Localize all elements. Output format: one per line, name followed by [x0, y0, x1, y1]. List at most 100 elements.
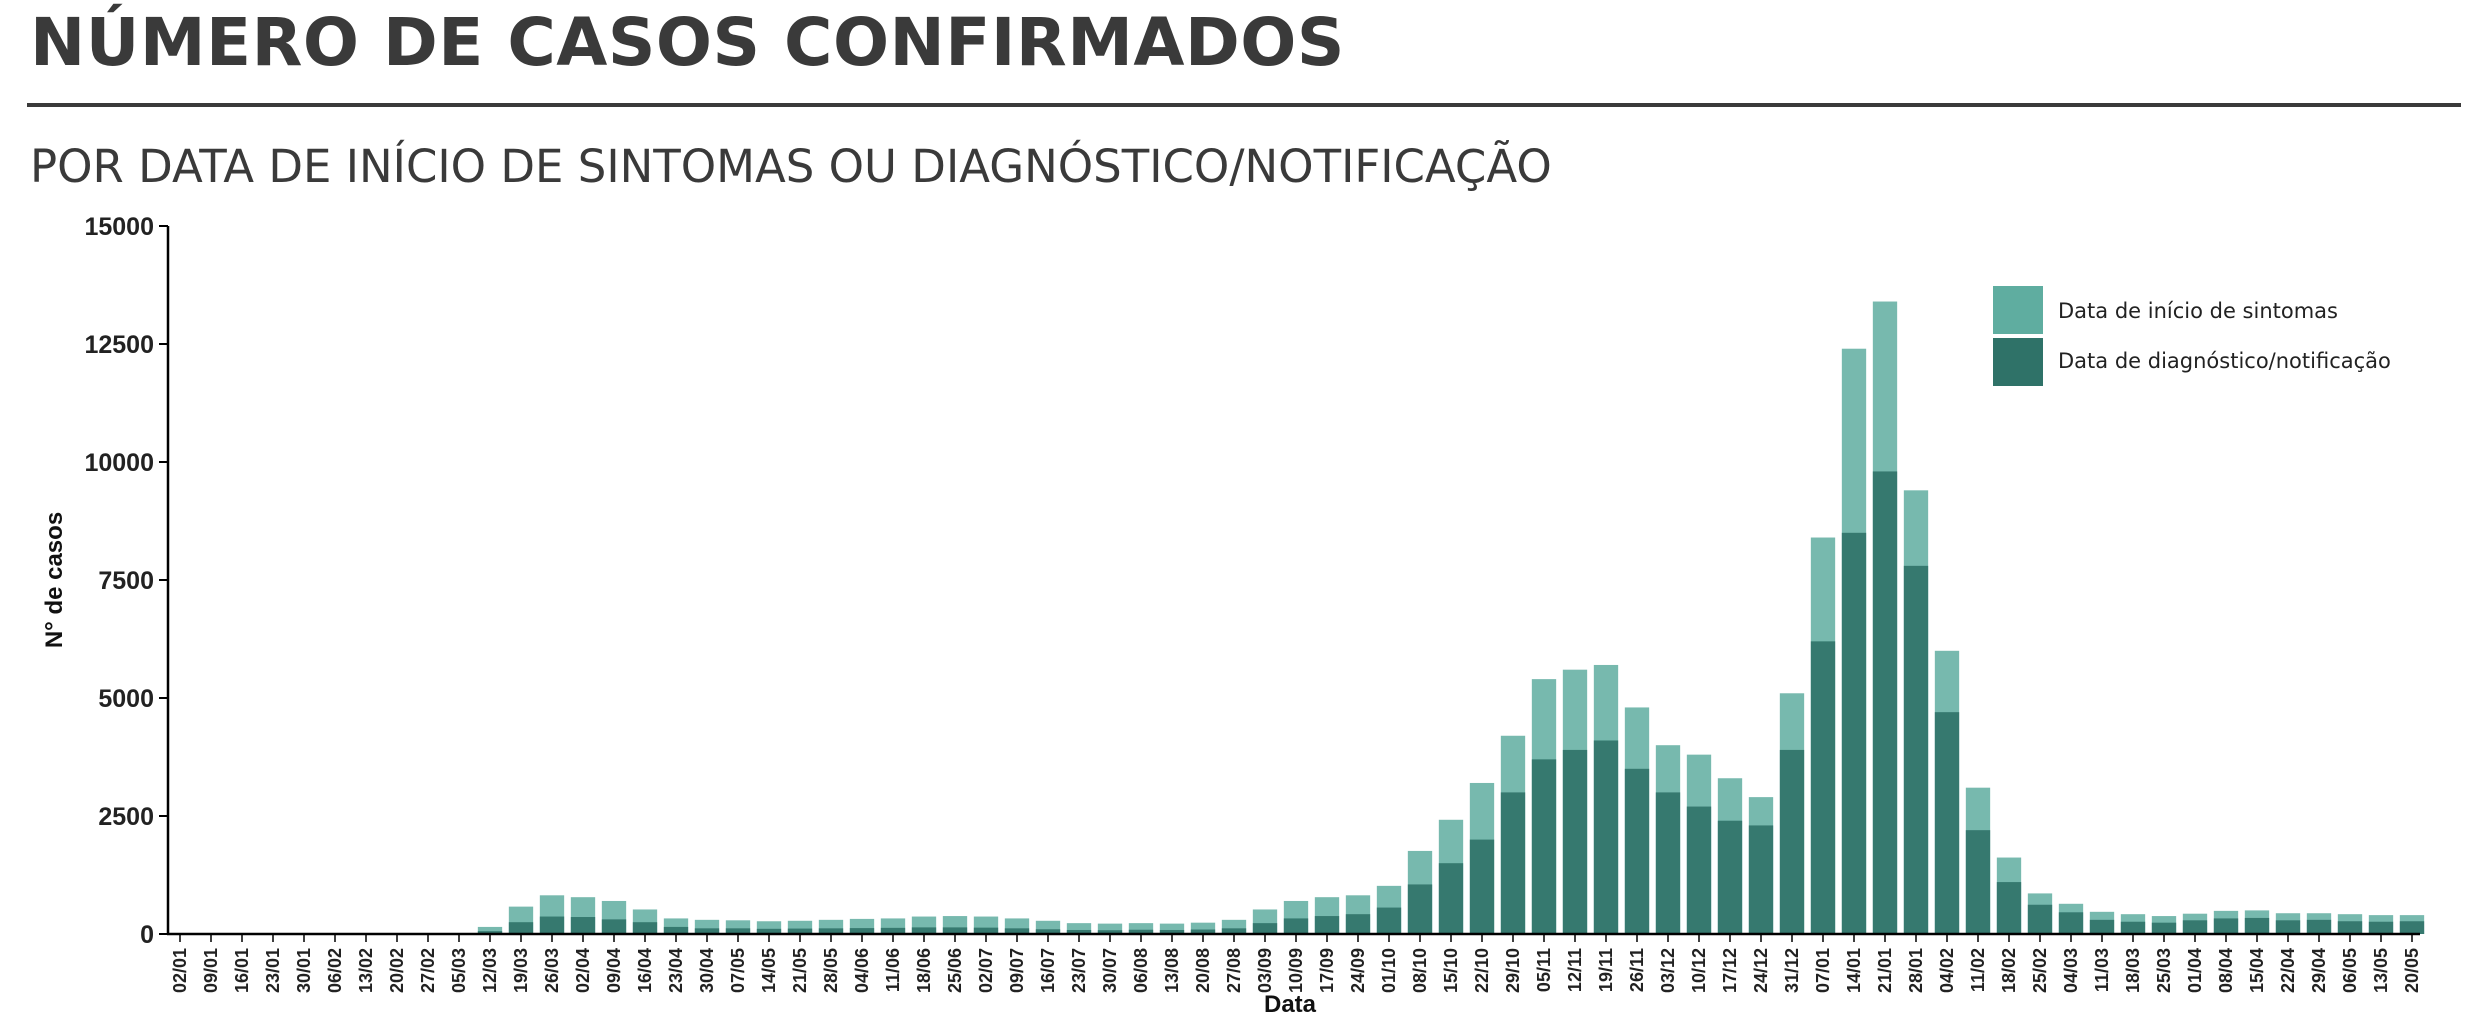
x-tick-label-22: 04/06 [852, 948, 872, 993]
x-tick-label-15: 16/04 [635, 948, 655, 993]
bar-diagnostico-70 [2337, 921, 2363, 934]
legend-label-sintomas: Data de início de sintomas [2058, 299, 2338, 323]
bar-diagnostico-53 [1810, 641, 1836, 934]
bar-diagnostico-18 [725, 928, 751, 934]
x-tick-label-21: 28/05 [821, 948, 841, 993]
x-tick-label-16: 23/04 [666, 948, 686, 993]
y-axis-title: N° de casos [41, 512, 68, 648]
x-tick-label-38: 24/09 [1348, 948, 1368, 993]
bar-diagnostico-34 [1221, 928, 1247, 934]
x-tick-label-49: 10/12 [1689, 948, 1709, 993]
x-tick-label-26: 02/07 [976, 948, 996, 993]
bar-sintomas-29 [1066, 923, 1092, 934]
x-tick-label-12: 26/03 [542, 948, 562, 993]
bar-diagnostico-41 [1438, 863, 1464, 934]
x-tick-label-11: 19/03 [511, 948, 531, 993]
bar-sintomas-10 [477, 926, 503, 934]
x-tick-label-25: 25/06 [945, 948, 965, 993]
bar-diagnostico-37 [1314, 916, 1340, 934]
bar-diagnostico-19 [756, 928, 782, 934]
bar-diagnostico-64 [2151, 922, 2177, 934]
legend-label-diagnostico: Data de diagnóstico/notificação [2058, 349, 2391, 373]
bar-diagnostico-42 [1469, 839, 1495, 934]
x-tick-label-47: 26/11 [1627, 948, 1647, 992]
x-tick-label-55: 21/01 [1875, 948, 1895, 993]
y-tick-label-1: 2500 [98, 803, 154, 831]
bar-diagnostico-36 [1283, 918, 1309, 934]
bar-sintomas-30 [1097, 923, 1123, 934]
bar-diagnostico-23 [880, 927, 906, 934]
x-tick-label-10: 12/03 [480, 948, 500, 993]
page-title: NÚMERO DE CASOS CONFIRMADOS [30, 4, 1345, 81]
bar-diagnostico-13 [570, 917, 596, 934]
bar-diagnostico-66 [2213, 918, 2239, 934]
x-tick-label-17: 30/04 [697, 948, 717, 993]
x-tick-label-70: 06/05 [2340, 948, 2360, 993]
y-tick-label-5: 12500 [84, 331, 154, 359]
chart-legend: Data de início de sintomas Data de diagn… [1993, 286, 2391, 386]
x-tick-label-33: 20/08 [1193, 948, 1213, 993]
bar-diagnostico-31 [1128, 929, 1154, 934]
x-tick-label-7: 20/02 [387, 948, 407, 993]
x-tick-label-8: 27/02 [418, 948, 438, 993]
x-tick-label-31: 06/08 [1131, 948, 1151, 993]
x-tick-label-50: 17/12 [1720, 948, 1740, 993]
x-tick-label-46: 19/11 [1596, 948, 1616, 992]
x-tick-label-62: 11/03 [2092, 948, 2112, 992]
chart-axes [159, 225, 2420, 942]
x-tick-label-32: 13/08 [1162, 948, 1182, 993]
series-sintomas-bars [446, 301, 2425, 935]
y-tick-labels: 0 2500 5000 7500 10000 12500 15000 [84, 213, 154, 949]
x-tick-label-18: 07/05 [728, 948, 748, 993]
bar-diagnostico-33 [1190, 929, 1216, 934]
x-tick-label-43: 29/10 [1503, 948, 1523, 993]
x-tick-label-23: 11/06 [883, 948, 903, 992]
bar-diagnostico-17 [694, 928, 720, 934]
bar-diagnostico-60 [2027, 904, 2053, 934]
bar-diagnostico-68 [2275, 920, 2301, 934]
x-tick-label-19: 14/05 [759, 948, 779, 993]
x-tick-label-5: 06/02 [325, 948, 345, 993]
x-tick-label-52: 31/12 [1782, 948, 1802, 993]
legend-swatch-sintomas [1993, 286, 2043, 334]
x-tick-label-54: 14/01 [1844, 948, 1864, 993]
x-tick-label-0: 02/01 [170, 948, 190, 993]
x-tick-label-13: 02/04 [573, 948, 593, 993]
x-tick-label-53: 07/01 [1813, 948, 1833, 993]
x-tick-label-59: 18/02 [1999, 948, 2019, 993]
bar-diagnostico-56 [1903, 565, 1929, 934]
bar-diagnostico-16 [663, 926, 689, 934]
bar-diagnostico-65 [2182, 920, 2208, 934]
x-tick-label-37: 17/09 [1317, 948, 1337, 993]
x-tick-label-67: 15/04 [2247, 948, 2267, 993]
x-tick-label-60: 25/02 [2030, 948, 2050, 993]
x-tick-label-39: 01/10 [1379, 948, 1399, 993]
bar-diagnostico-49 [1686, 806, 1712, 934]
bar-diagnostico-24 [911, 927, 937, 934]
bar-sintomas-31 [1128, 923, 1154, 934]
bar-diagnostico-72 [2399, 921, 2425, 934]
bar-diagnostico-35 [1252, 923, 1278, 934]
x-tick-label-44: 05/11 [1534, 948, 1554, 992]
bar-diagnostico-44 [1531, 759, 1557, 934]
x-tick-label-64: 25/03 [2154, 948, 2174, 993]
x-tick-label-48: 03/12 [1658, 948, 1678, 993]
bar-diagnostico-69 [2306, 919, 2332, 934]
x-tick-label-71: 13/05 [2371, 948, 2391, 993]
bar-diagnostico-71 [2368, 921, 2394, 934]
x-tick-label-3: 23/01 [263, 948, 283, 993]
bar-diagnostico-55 [1872, 471, 1898, 934]
bar-diagnostico-47 [1624, 768, 1650, 934]
bar-diagnostico-39 [1376, 907, 1402, 934]
y-tick-label-0: 0 [140, 921, 154, 949]
x-tick-label-1: 09/01 [201, 948, 221, 993]
x-tick-label-40: 08/10 [1410, 948, 1430, 993]
x-tick-label-58: 11/02 [1968, 948, 1988, 992]
bar-diagnostico-22 [849, 928, 875, 934]
bar-diagnostico-38 [1345, 914, 1371, 934]
bar-diagnostico-12 [539, 916, 565, 934]
x-tick-label-56: 28/01 [1906, 948, 1926, 993]
x-axis-title: Data [1264, 991, 1317, 1018]
y-tick-label-2: 5000 [98, 685, 154, 713]
y-tick-label-4: 10000 [84, 449, 154, 477]
